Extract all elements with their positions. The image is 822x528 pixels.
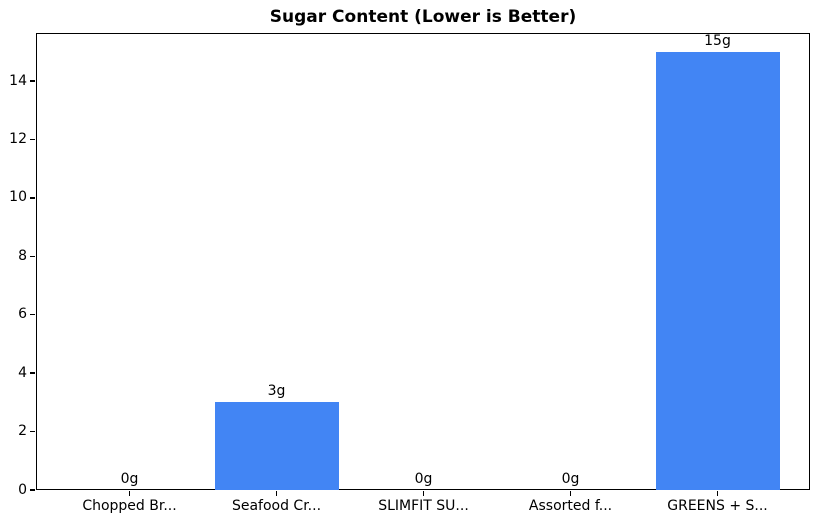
y-tick-label: 14 [9, 72, 27, 89]
y-tick-mark [30, 489, 35, 491]
bar-4 [655, 51, 780, 490]
y-tick-mark [30, 138, 35, 141]
x-tick-label: GREENS + S... [667, 498, 768, 514]
y-tick-mark [30, 430, 35, 433]
y-tick-label: 2 [18, 423, 27, 440]
x-tick-mark [569, 491, 572, 496]
y-tick-label: 10 [9, 189, 27, 206]
y-tick-mark [30, 372, 35, 374]
bar-value-label: 0g [120, 471, 139, 487]
y-tick-mark [30, 314, 35, 316]
x-tick-label: Assorted f... [528, 498, 613, 514]
x-tick-label: SLIMFIT SU... [378, 498, 469, 514]
bar-value-label: 0g [414, 471, 433, 487]
y-tick-mark [30, 197, 35, 199]
chart-title: Sugar Content (Lower is Better) [269, 7, 577, 27]
x-tick-mark [716, 491, 719, 496]
y-tick-label: 6 [18, 306, 27, 323]
y-tick-label: 8 [18, 247, 27, 264]
bar-value-label: 3g [267, 383, 286, 400]
x-tick-mark [128, 491, 131, 496]
y-tick-mark [30, 80, 35, 82]
bar-value-label: 15g [704, 32, 731, 49]
y-tick-label: 0 [18, 481, 27, 498]
x-tick-label: Seafood Cr... [231, 498, 322, 514]
bar-value-label: 0g [561, 471, 580, 487]
y-tick-label: 12 [9, 131, 27, 148]
y-tick-label: 4 [18, 364, 27, 381]
bar-1 [214, 402, 339, 490]
x-tick-mark [422, 491, 425, 496]
y-tick-mark [30, 255, 35, 258]
x-tick-label: Chopped Br... [82, 498, 177, 514]
x-tick-mark [275, 491, 278, 496]
